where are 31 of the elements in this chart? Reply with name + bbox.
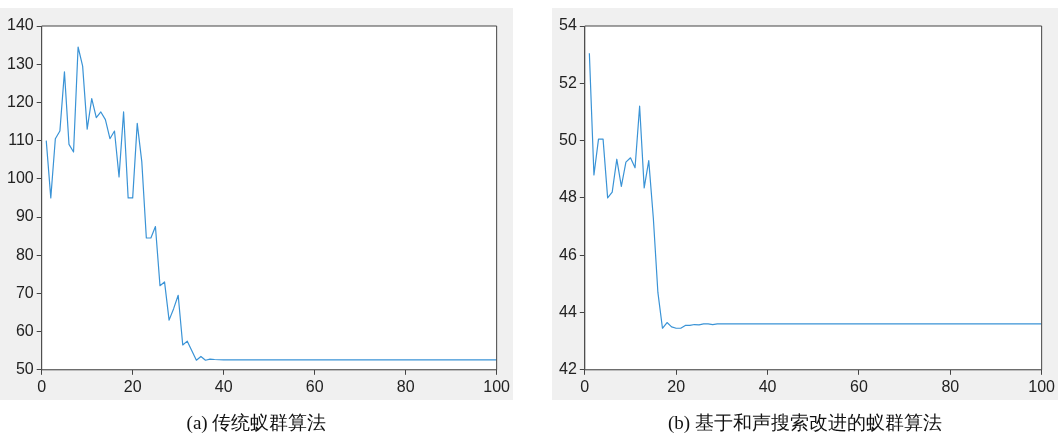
x-axis-title: (a) 传统蚁群算法 bbox=[185, 411, 328, 435]
x-tick-label: 20 bbox=[667, 377, 686, 395]
y-tick-label: 44 bbox=[559, 302, 577, 320]
y-tick-label: 60 bbox=[15, 322, 34, 340]
x-tick-label: 0 bbox=[580, 377, 590, 395]
y-tick-label: 48 bbox=[559, 188, 577, 206]
x-tick-label: 0 bbox=[37, 377, 47, 395]
x-tick-label: 80 bbox=[941, 377, 960, 395]
x-tick-label: 20 bbox=[123, 377, 142, 395]
y-tick-label: 70 bbox=[15, 283, 34, 301]
y-tick-label: 54 bbox=[559, 16, 577, 34]
x-axis-title: (b) 基于和声搜索改进的蚁群算法 bbox=[667, 411, 943, 435]
x-tick-label: 100 bbox=[1028, 377, 1056, 395]
y-tick-label: 46 bbox=[559, 245, 577, 263]
y-tick-label: 50 bbox=[559, 131, 577, 149]
y-tick-label: 100 bbox=[6, 169, 34, 187]
y-tick-label: 140 bbox=[6, 16, 34, 34]
y-tick-label: 90 bbox=[15, 207, 34, 225]
y-tick-label: 130 bbox=[6, 54, 34, 72]
x-tick-label: 40 bbox=[758, 377, 777, 395]
y-tick-label: 52 bbox=[559, 73, 577, 91]
x-tick-label: 100 bbox=[483, 377, 511, 395]
x-tick-label: 80 bbox=[396, 377, 415, 395]
x-tick-label: 40 bbox=[214, 377, 233, 395]
y-tick-label: 50 bbox=[15, 360, 34, 378]
x-tick-label: 60 bbox=[305, 377, 324, 395]
y-tick-label: 110 bbox=[8, 131, 34, 149]
y-tick-label: 42 bbox=[559, 360, 577, 378]
y-tick-label: 120 bbox=[6, 92, 34, 110]
x-tick-label: 60 bbox=[850, 377, 868, 395]
y-tick-label: 80 bbox=[15, 245, 34, 263]
